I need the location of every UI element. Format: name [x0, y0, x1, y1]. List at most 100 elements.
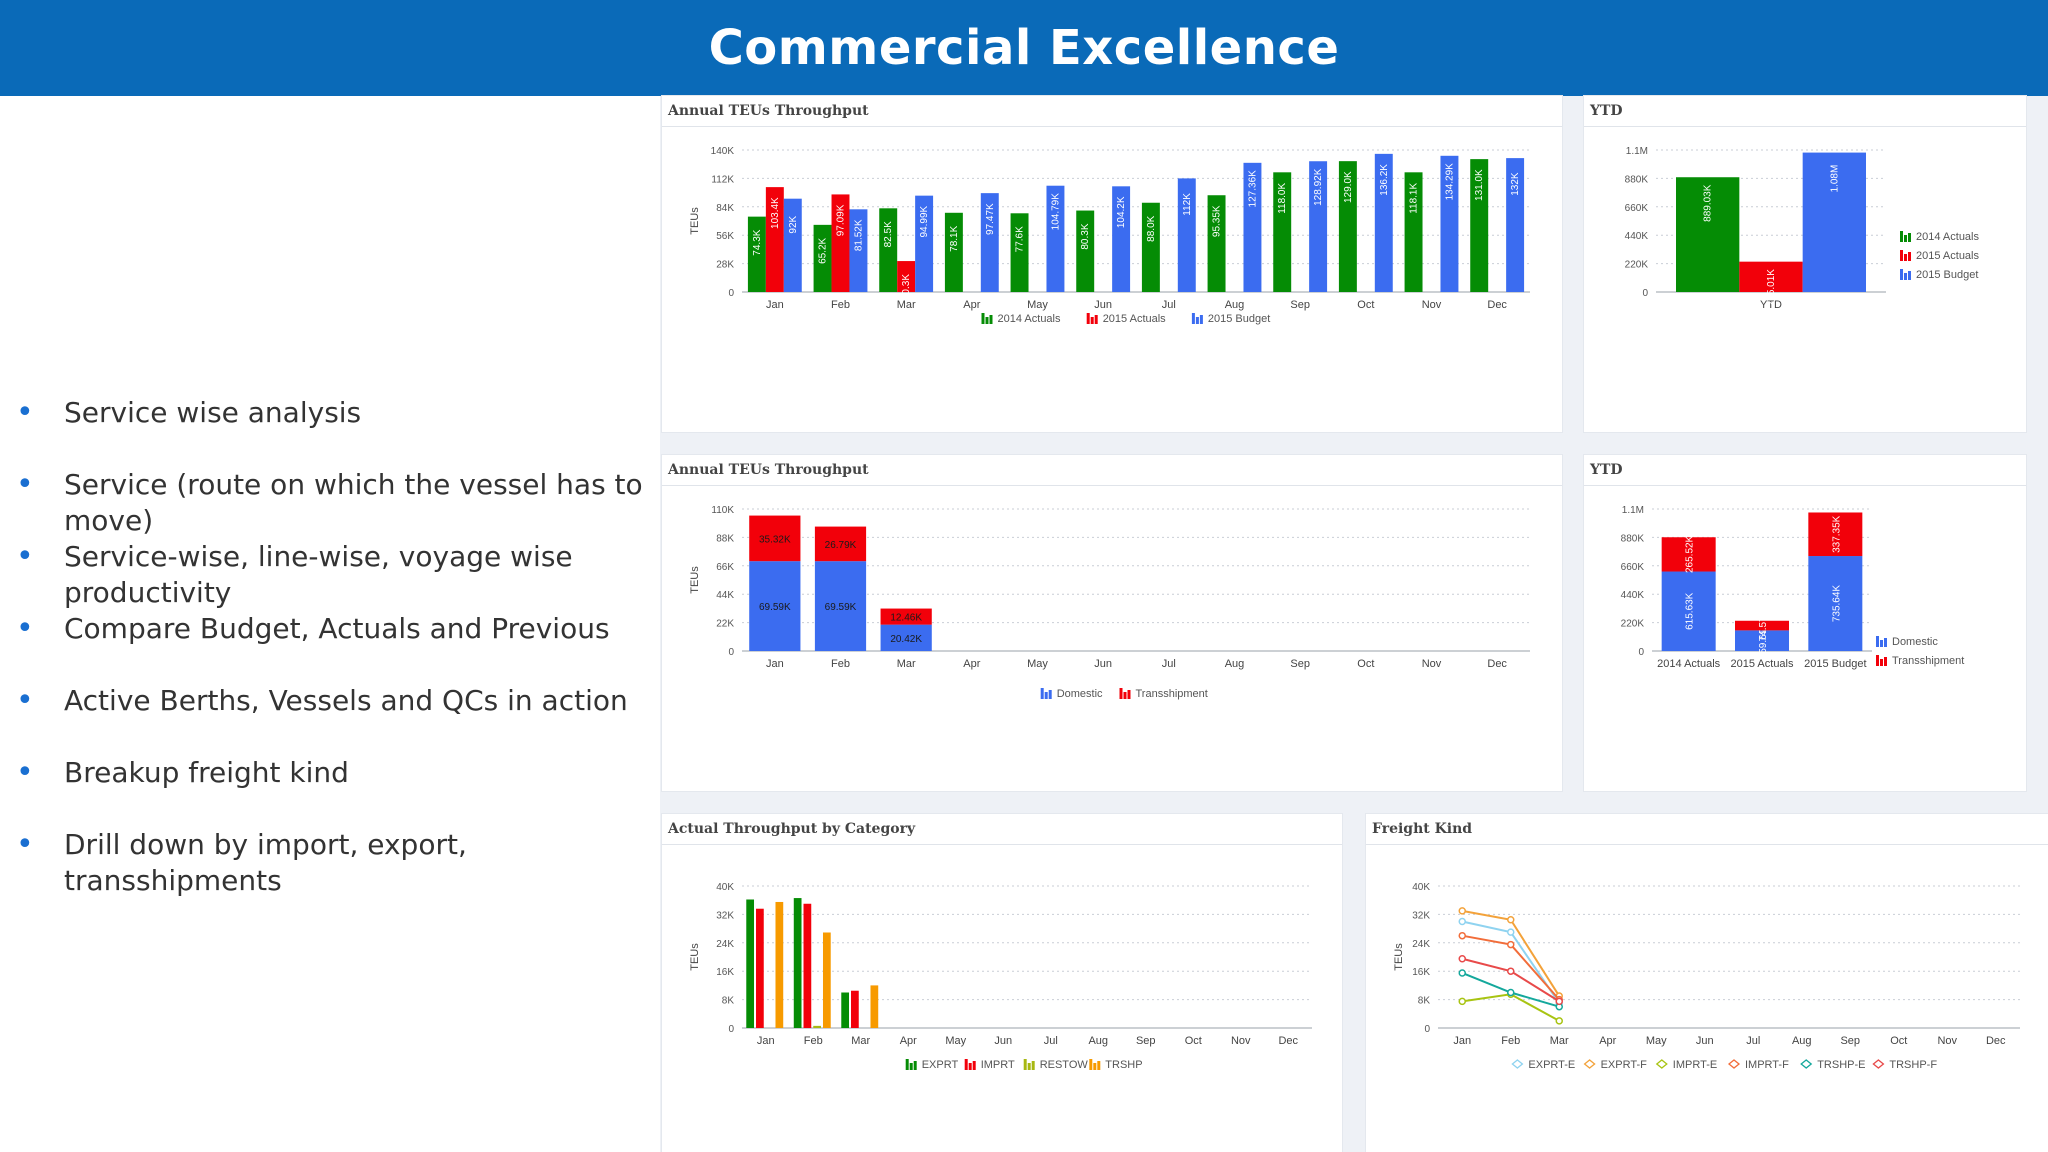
legend-marker-icon	[1048, 690, 1052, 699]
data-label: 95.35K	[1212, 205, 1223, 237]
x-tick-label: 2014 Actuals	[1657, 658, 1720, 670]
x-tick-label: Aug	[1225, 658, 1245, 670]
bullet-icon: •	[16, 395, 34, 430]
data-point	[1507, 915, 1515, 924]
legend-label: Transshipment	[1892, 655, 1964, 667]
bar	[1207, 195, 1226, 292]
annual-throughput-stacked-panel[interactable]: Annual TEUs Throughput 0 22K 44K 66K 88K 110K…	[662, 455, 1562, 791]
ytd-stacked-panel[interactable]: YTD 0 220K 440K 660K 880K 1.1M 2014 Actuals 201…	[1584, 455, 2026, 791]
legend-marker-icon	[1876, 655, 1879, 666]
y-tick-label: 0	[1424, 1024, 1430, 1035]
freight-kind-chart[interactable]: 0 8K 16K 24K 32K 40K TEUs Jan Feb Mar Apr May Jun Jul…	[1366, 844, 2048, 1152]
list-item: • Breakup freight kind	[14, 755, 654, 827]
x-tick-label: Mar	[897, 299, 916, 311]
x-tick-label: 2015 Budget	[1804, 658, 1866, 670]
annual-throughput-stacked-chart[interactable]: 0 22K 44K 66K 88K 110K TEUs Jan Feb Mar Apr May Jun J…	[662, 485, 1562, 791]
legend-label: EXPRT-F	[1601, 1059, 1648, 1071]
annual-throughput-chart[interactable]: 0 28K 56K 84K 112K 140K TEUs Jan Feb Mar Apr May Jun…	[662, 126, 1562, 432]
bar	[749, 561, 801, 651]
legend-marker-icon	[1727, 1059, 1741, 1069]
bar	[879, 208, 898, 292]
data-point	[1458, 931, 1466, 940]
bar	[1141, 202, 1160, 292]
bar	[1076, 210, 1095, 292]
ytd-stacked-chart[interactable]: 0 220K 440K 660K 880K 1.1M 2014 Actuals 2015 Ac…	[1584, 485, 2026, 791]
x-tick-label: Dec	[1487, 658, 1507, 670]
legend-marker-icon	[1094, 315, 1098, 324]
data-label: 132K	[1510, 172, 1521, 196]
y-tick-label: 880K	[1625, 174, 1649, 185]
data-point	[1555, 1017, 1563, 1025]
ytd-panel[interactable]: YTD 0 220K 440K 660K 880K 1.1M YTD 889.03K 235.0…	[1584, 96, 2026, 432]
bar	[1309, 161, 1328, 292]
bar	[1177, 178, 1196, 292]
ytd-chart[interactable]: 0 220K 440K 660K 880K 1.1M YTD 889.03K 235.01K 1.…	[1584, 126, 2026, 432]
bar	[756, 908, 764, 1028]
legend-label: IMPRT-E	[1673, 1059, 1717, 1071]
bullet-icon: •	[16, 827, 34, 862]
x-tick-label: Apr	[900, 1035, 917, 1047]
annual-throughput-panel[interactable]: Annual TEUs Throughput 0 28K 56K 84K 112K 140…	[662, 96, 1562, 432]
x-tick-label: May	[1027, 299, 1048, 311]
bar	[793, 898, 802, 1028]
y-tick-label: 112K	[711, 174, 734, 185]
legend-marker-icon	[1884, 638, 1887, 647]
x-tick-label: Nov	[1422, 299, 1442, 311]
data-label: 88.0K	[1146, 215, 1157, 241]
data-label: 337.35K	[1831, 515, 1842, 553]
bar	[897, 261, 916, 292]
legend-marker-icon	[1655, 1059, 1668, 1069]
bar	[1404, 172, 1423, 292]
y-tick-label: 1.1M	[1622, 505, 1644, 516]
list-item-text: Service-wise, line-wise, voyage wise pro…	[64, 540, 573, 609]
legend-marker-icon	[905, 1059, 909, 1070]
y-tick-label: 0	[728, 288, 734, 299]
bullet-icon: •	[16, 539, 34, 574]
bullet-icon: •	[16, 467, 34, 502]
y-tick-label: 880K	[1621, 533, 1645, 544]
data-point	[1458, 955, 1466, 963]
bullet-icon: •	[16, 755, 34, 790]
y-tick-label: 40K	[716, 882, 734, 893]
legend-marker-icon	[1900, 250, 1903, 261]
x-tick-label: Dec	[1986, 1035, 2006, 1047]
data-label: 94.99K	[919, 205, 930, 237]
bar	[747, 216, 766, 292]
legend-marker-icon	[972, 1061, 976, 1070]
data-label: 615.63K	[1685, 592, 1696, 630]
y-tick-label: 440K	[1621, 590, 1645, 601]
data-label: 77.6K	[1015, 226, 1026, 252]
legend-marker-icon	[1800, 1059, 1813, 1069]
legend-marker-icon	[909, 1063, 913, 1070]
data-label: 12.46K	[890, 613, 922, 624]
legend-marker-icon	[1904, 254, 1907, 261]
x-tick-label: Jan	[766, 299, 784, 311]
y-tick-label: 140K	[711, 146, 735, 157]
x-tick-label: Aug	[1792, 1035, 1812, 1047]
data-label: 128.92K	[1313, 168, 1324, 206]
bar	[1661, 537, 1716, 572]
list-item-text: Active Berths, Vessels and QCs in action	[64, 684, 628, 717]
x-tick-label: Dec	[1487, 299, 1507, 311]
freight-kind-panel[interactable]: Freight Kind 0 8K 16K 24K 32K 40K TEUs Jan Feb Ma…	[1366, 814, 2048, 1152]
y-tick-label: 24K	[716, 939, 734, 950]
y-tick-label: 220K	[1621, 619, 1645, 630]
data-label: 81.52K	[853, 219, 864, 251]
x-tick-label: Oct	[1185, 1035, 1202, 1047]
bar	[1046, 185, 1065, 292]
feature-list: • Service wise analysis • Service (route o…	[14, 395, 654, 899]
data-point	[1507, 940, 1515, 949]
bar	[1735, 630, 1789, 651]
throughput-by-category-panel[interactable]: Actual Throughput by Category 0 8K 16K 24K 3…	[662, 814, 1342, 1152]
y-tick-label: 440K	[1625, 231, 1649, 242]
x-tick-label: Aug	[1088, 1035, 1108, 1047]
data-point	[1458, 997, 1466, 1006]
x-tick-label: Oct	[1357, 299, 1374, 311]
bar	[822, 932, 831, 1028]
legend-label: Domestic	[1892, 636, 1938, 648]
data-label: 78.1K	[949, 225, 960, 251]
x-tick-label: Jul	[1162, 658, 1176, 670]
throughput-by-category-chart[interactable]: 0 8K 16K 24K 32K 40K TEUs Jan Feb Mar Apr May Jun Jul…	[662, 844, 1342, 1152]
legend-marker-icon	[1191, 313, 1195, 324]
legend-marker-icon	[1583, 1059, 1596, 1069]
